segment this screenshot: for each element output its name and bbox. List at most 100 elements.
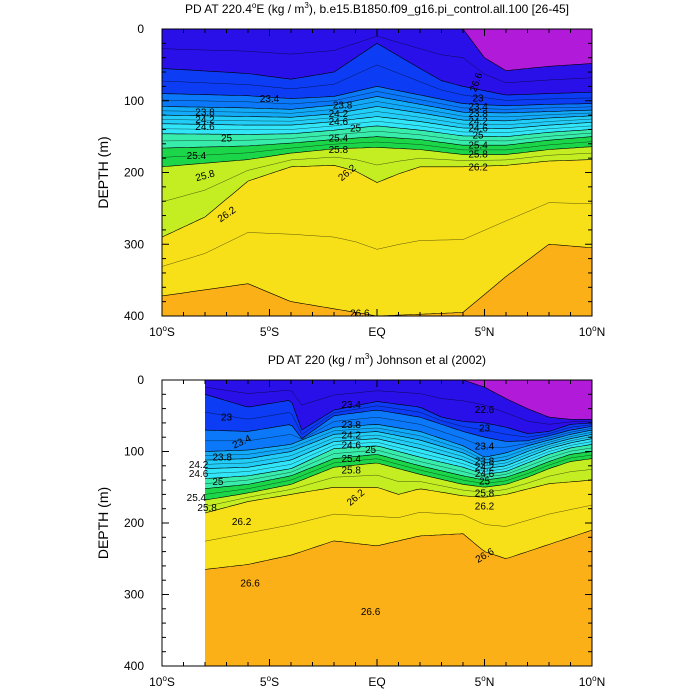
contour-label: 23 bbox=[479, 423, 491, 434]
contour-band-10 bbox=[162, 159, 592, 316]
x-tick-label-1-2: EQ bbox=[368, 675, 385, 689]
y-tick-label-4: 400 bbox=[124, 309, 144, 323]
contour-label: 23.4 bbox=[475, 441, 495, 452]
contour-label: 23 bbox=[221, 413, 233, 424]
contour-line-minor bbox=[162, 35, 592, 84]
contour-line-23.4 bbox=[162, 86, 592, 107]
contour-label: 23.8 bbox=[468, 109, 488, 120]
contour-line-25.8 bbox=[204, 458, 592, 501]
contour-label: 26.6 bbox=[350, 309, 370, 320]
y-tick-label-0: 0 bbox=[137, 373, 144, 387]
x-tick-label-0-3: 5oN bbox=[475, 324, 495, 339]
contour-label: 25 bbox=[479, 476, 491, 487]
contour-label: 24.6 bbox=[341, 441, 361, 452]
contour-line-minor bbox=[204, 434, 592, 466]
contour-label: 26.2 bbox=[475, 501, 495, 512]
contour-label: 25.8 bbox=[329, 145, 349, 156]
contour-label: 24.6 bbox=[329, 117, 349, 128]
contour-label: 25.4 bbox=[341, 454, 361, 465]
x-tick-label-1-0: 10oS bbox=[149, 674, 175, 689]
contour-line-minor bbox=[162, 111, 592, 126]
contour-label: 26.2 bbox=[468, 162, 488, 173]
contour-line-24.6 bbox=[162, 116, 592, 129]
contour-line-minor bbox=[204, 504, 592, 542]
contour-label: 25 bbox=[221, 134, 233, 145]
contour-band-11 bbox=[162, 244, 592, 316]
contour-line-minor bbox=[162, 101, 592, 118]
contour-label: 26.6 bbox=[240, 579, 260, 590]
contour-label: 25.8 bbox=[341, 466, 361, 477]
y-axis-title: DEPTH (m) bbox=[95, 136, 111, 208]
x-tick-label-0-4: 10oN bbox=[579, 324, 605, 339]
contour-label: 23.4 bbox=[468, 102, 488, 113]
contour-label: 23.8 bbox=[475, 456, 495, 467]
x-tick-label-0-0: 10oS bbox=[149, 324, 175, 339]
y-tick-label-1: 100 bbox=[124, 94, 144, 108]
contour-label: 23.8 bbox=[333, 101, 353, 112]
contour-label: 25.8 bbox=[475, 488, 495, 499]
contour-line-26.2 bbox=[162, 159, 592, 238]
contour-line-25.4 bbox=[204, 451, 592, 489]
contour-line-25.4 bbox=[162, 136, 592, 149]
contour-line-minor bbox=[205, 417, 592, 448]
x-tick-label-1-3: 5oN bbox=[475, 674, 495, 689]
contour-label: 25.4 bbox=[468, 141, 488, 152]
chart-title: PD AT 220 (kg / m3) Johnson et al (2002) bbox=[268, 352, 486, 367]
y-tick-label-3: 300 bbox=[124, 588, 144, 602]
contour-line-23 bbox=[204, 394, 592, 434]
contour-line-23 bbox=[162, 43, 592, 96]
contour-label: 24.2 bbox=[468, 116, 488, 127]
chart-title: PD AT 220.4oE (kg / m3), b.e15.B1850.f09… bbox=[185, 1, 569, 16]
contour-line-25.8 bbox=[162, 146, 592, 168]
contour-label: 24.6 bbox=[468, 124, 488, 135]
contour-label: 24.2 bbox=[329, 109, 349, 120]
contour-line-minor bbox=[162, 120, 592, 133]
contour-label: 25.4 bbox=[329, 134, 349, 145]
x-tick-label-0-1: 5oS bbox=[260, 324, 279, 339]
contour-label: 25 bbox=[472, 131, 484, 142]
contour-label: 23.8 bbox=[341, 420, 361, 431]
contour-label: 26.6 bbox=[361, 607, 381, 618]
contour-label: 25.8 bbox=[194, 168, 216, 184]
contour-label: 25 bbox=[350, 124, 362, 135]
contour-line-24.2 bbox=[204, 431, 592, 464]
contour-label: 24.6 bbox=[189, 469, 209, 480]
y-tick-label-4: 400 bbox=[124, 659, 144, 673]
contour-line-24.6 bbox=[204, 438, 592, 469]
y-tick-label-3: 300 bbox=[124, 237, 144, 251]
contour-label: 25.8 bbox=[197, 503, 217, 514]
contour-label: 23 bbox=[472, 93, 484, 104]
contour-line-26.6 bbox=[162, 243, 592, 316]
contour-label: 23.8 bbox=[195, 108, 215, 119]
contour-line-25 bbox=[162, 125, 592, 137]
contour-line-24.2 bbox=[162, 106, 592, 122]
contour-band-11 bbox=[205, 530, 592, 666]
contour-line-25 bbox=[204, 444, 592, 479]
y-tick-label-2: 200 bbox=[124, 166, 144, 180]
y-axis-title: DEPTH (m) bbox=[95, 487, 111, 559]
contour-line-minor bbox=[204, 454, 592, 495]
contour-label: 24.2 bbox=[341, 431, 361, 442]
y-tick-label-2: 200 bbox=[124, 516, 144, 530]
contour-line-minor bbox=[204, 427, 592, 461]
contour-line-minor bbox=[162, 202, 592, 267]
x-tick-label-1-1: 5oS bbox=[260, 674, 279, 689]
contour-line-minor bbox=[162, 64, 592, 101]
contour-label: 24.6 bbox=[195, 122, 215, 133]
contour-line-minor bbox=[162, 152, 592, 203]
contour-line-22.6 bbox=[162, 29, 592, 71]
contour-line-23.8 bbox=[162, 96, 592, 114]
contour-line-26.2 bbox=[204, 479, 592, 514]
contour-line-minor bbox=[204, 469, 592, 507]
contour-label: 25 bbox=[212, 477, 224, 488]
contour-label: 24.2 bbox=[195, 115, 215, 126]
y-tick-label-1: 100 bbox=[124, 445, 144, 459]
contour-label: 25 bbox=[365, 445, 377, 456]
contour-line-minor bbox=[204, 441, 592, 474]
contour-label: 24.6 bbox=[475, 469, 495, 480]
contour-label: 23.8 bbox=[212, 453, 232, 464]
